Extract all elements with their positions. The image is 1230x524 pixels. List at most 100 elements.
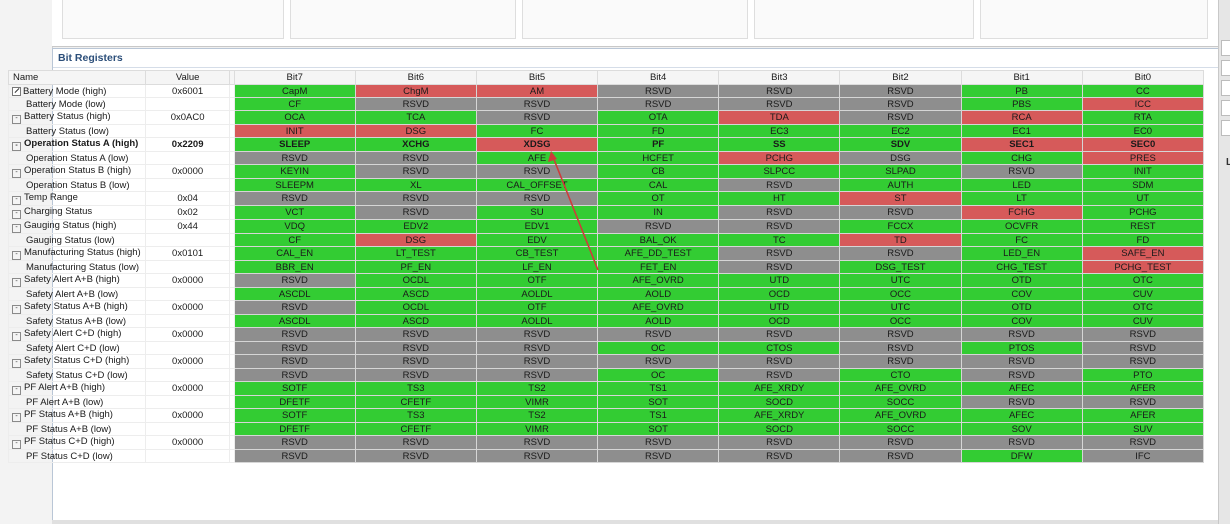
bit-cell[interactable]: SDV (839, 137, 962, 152)
register-name-cell[interactable]: Manufacturing Status (low) (8, 260, 146, 274)
bit-cell[interactable]: SS (718, 137, 841, 152)
bit-cell[interactable]: RSVD (354, 435, 477, 450)
register-name-cell[interactable]: Operation Status A (low) (8, 151, 146, 165)
bit-cell[interactable]: SOCD (718, 422, 841, 436)
bit-cell[interactable]: CAL_EN (233, 246, 356, 261)
bit-cell[interactable]: RSVD (1081, 341, 1205, 355)
bit-cell[interactable]: FET_EN (597, 260, 720, 274)
bit-cell[interactable]: ST (839, 191, 962, 206)
bit-cell[interactable]: ASCDL (233, 314, 356, 328)
column-header-bit3[interactable]: Bit3 (718, 70, 841, 85)
table-row[interactable]: - Charging Status 0x02 VCT RSVD SU IN RSVD RSVD F… (8, 205, 1205, 220)
register-name-cell[interactable]: Safety Status C+D (low) (8, 368, 146, 382)
table-row[interactable]: Operation Status A (low) RSVD RSVD AFE HCFET… (8, 151, 1205, 165)
table-row[interactable]: - PF Status A+B (high) 0x0000 SOTF TS3 TS2 TS1… (8, 408, 1205, 423)
bit-cell[interactable]: RSVD (354, 327, 477, 342)
bit-cell[interactable]: RSVD (597, 219, 720, 234)
bit-cell[interactable]: OTD (960, 273, 1083, 288)
bit-cell[interactable]: FD (1081, 233, 1205, 247)
bit-cell[interactable]: RSVD (354, 191, 477, 206)
bit-cell[interactable]: FD (597, 124, 720, 138)
bit-cell[interactable]: RSVD (718, 97, 841, 111)
bit-cell[interactable]: PF_EN (354, 260, 477, 274)
bit-cell[interactable]: PBS (960, 97, 1083, 111)
bit-cell[interactable]: FCHG (960, 205, 1083, 220)
bit-cell[interactable]: OCD (718, 314, 841, 328)
collapse-icon[interactable]: - (12, 169, 21, 178)
bit-cell[interactable]: TDA (718, 110, 841, 125)
bit-cell[interactable]: CF (233, 97, 356, 111)
register-name-cell[interactable]: Safety Status A+B (low) (8, 314, 146, 328)
bit-cell[interactable]: BBR_EN (233, 260, 356, 274)
bit-cell[interactable]: AFE_DD_TEST (597, 246, 720, 261)
bit-cell[interactable]: RSVD (960, 435, 1083, 450)
bit-cell[interactable]: TS2 (475, 381, 599, 396)
bit-cell[interactable]: CB (597, 164, 720, 179)
bit-cell[interactable]: AOLDL (475, 287, 599, 301)
bit-cell[interactable]: UTD (718, 300, 841, 315)
side-button[interactable] (1221, 40, 1230, 56)
table-row[interactable]: Battery Status (low) INIT DSG FC FD EC3 EC2 EC1… (8, 124, 1205, 138)
bit-cell[interactable]: RSVD (839, 449, 962, 463)
bit-cell[interactable]: RSVD (960, 368, 1083, 382)
table-row[interactable]: Battery Mode (low) CF RSVD RSVD RSVD RSVD RSVD… (8, 97, 1205, 111)
bit-cell[interactable]: RSVD (839, 84, 962, 98)
table-row[interactable]: Safety Status A+B (low) ASCDL ASCD AOLDL AOL… (8, 314, 1205, 328)
bit-cell[interactable]: RSVD (354, 151, 477, 165)
side-button[interactable] (1221, 120, 1230, 136)
bit-cell[interactable]: TD (839, 233, 962, 247)
collapse-icon[interactable]: - (12, 386, 21, 395)
bit-cell[interactable]: DSG_TEST (839, 260, 962, 274)
bit-cell[interactable]: RSVD (475, 97, 599, 111)
bit-cell[interactable]: RSVD (1081, 395, 1205, 409)
bit-cell[interactable]: RSVD (839, 97, 962, 111)
bit-cell[interactable]: CHG_TEST (960, 260, 1083, 274)
bit-cell[interactable]: RSVD (233, 273, 356, 288)
bit-cell[interactable]: RSVD (354, 449, 477, 463)
bit-cell[interactable]: VDQ (233, 219, 356, 234)
bit-cell[interactable]: IN (597, 205, 720, 220)
register-name-cell[interactable]: Operation Status B (low) (8, 178, 146, 192)
bit-cell[interactable]: RSVD (718, 205, 841, 220)
bit-cell[interactable]: AFE_OVRD (597, 300, 720, 315)
bit-cell[interactable]: RSVD (354, 368, 477, 382)
register-name-cell[interactable]: - PF Alert A+B (high) (8, 381, 146, 396)
bit-cell[interactable]: CAL_OFFSET (475, 178, 599, 192)
bit-cell[interactable]: TS1 (597, 381, 720, 396)
register-name-cell[interactable]: - PF Status C+D (high) (8, 435, 146, 450)
bit-cell[interactable]: LT (960, 191, 1083, 206)
collapse-icon[interactable]: - (12, 224, 21, 233)
collapse-icon[interactable]: - (12, 413, 21, 422)
register-name-cell[interactable]: Gauging Status (low) (8, 233, 146, 247)
bit-cell[interactable]: OT (597, 191, 720, 206)
collapse-icon[interactable]: - (12, 440, 21, 449)
register-name-cell[interactable]: - Battery Status (high) (8, 110, 146, 125)
bit-cell[interactable]: VIMR (475, 395, 599, 409)
collapse-icon[interactable]: - (12, 332, 21, 341)
register-name-cell[interactable]: - Operation Status B (high) (8, 164, 146, 179)
bit-cell[interactable]: OCDL (354, 273, 477, 288)
side-button[interactable] (1221, 60, 1230, 76)
bit-cell[interactable]: AOLD (597, 314, 720, 328)
bit-cell[interactable]: AUTH (839, 178, 962, 192)
register-name-cell[interactable]: - Safety Alert C+D (high) (8, 327, 146, 342)
bit-cell[interactable]: RSVD (960, 327, 1083, 342)
collapse-icon[interactable]: - (12, 115, 21, 124)
bit-cell[interactable]: SOT (597, 395, 720, 409)
bit-cell[interactable]: AFER (1081, 408, 1205, 423)
bit-cell[interactable]: HT (718, 191, 841, 206)
bit-cell[interactable]: SOTF (233, 381, 356, 396)
bit-cell[interactable]: FC (475, 124, 599, 138)
table-row[interactable]: Gauging Status (low) CF DSG EDV BAL_OK TC TD FC… (8, 233, 1205, 247)
bit-cell[interactable]: RSVD (1081, 354, 1205, 369)
bit-cell[interactable]: KEYIN (233, 164, 356, 179)
bit-cell[interactable]: FC (960, 233, 1083, 247)
table-row[interactable]: Battery Mode (high) 0x6001 CapM ChgM AM RSVD R… (8, 84, 1205, 98)
column-header-bit6[interactable]: Bit6 (354, 70, 477, 85)
column-header-bit4[interactable]: Bit4 (597, 70, 720, 85)
bit-cell[interactable]: SOCC (839, 395, 962, 409)
bit-cell[interactable]: RTA (1081, 110, 1205, 125)
side-button[interactable] (1221, 80, 1230, 96)
bit-cell[interactable]: PF (597, 137, 720, 152)
bit-cell[interactable]: VCT (233, 205, 356, 220)
